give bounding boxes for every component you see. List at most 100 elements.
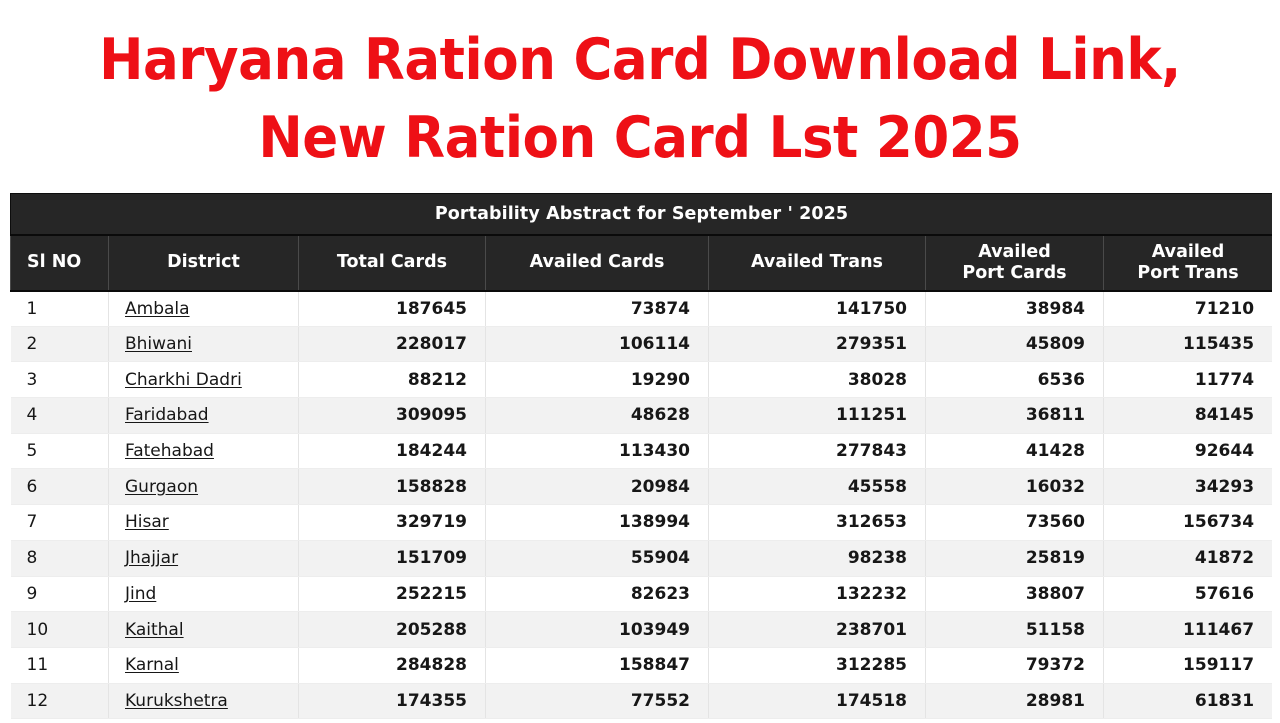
district-link[interactable]: Hisar [125, 512, 169, 533]
cell-availed-trans: 98238 [708, 540, 926, 577]
table-head: Portability Abstract for September ' 202… [10, 193, 1272, 292]
cell-availed-cards: 103949 [485, 611, 709, 648]
cell-district: Hisar [108, 504, 299, 541]
cell-availed-port-cards: 6536 [925, 361, 1104, 399]
district-link[interactable]: Jhajjar [125, 548, 179, 569]
district-link[interactable]: Karnal [125, 655, 179, 676]
cell-availed-trans: 238701 [708, 611, 926, 648]
cell-total-cards: 151709 [298, 540, 486, 577]
table-row: 1 Ambala 187645 73874 141750 38984 71210 [10, 290, 1272, 327]
cell-availed-cards: 73874 [485, 290, 709, 327]
table-header-row: Sl NO District Total Cards Availed Cards… [10, 234, 1272, 292]
cell-availed-port-trans: 34293 [1103, 468, 1272, 506]
cell-total-cards: 174355 [298, 683, 486, 720]
district-link[interactable]: Bhiwani [125, 334, 192, 355]
column-header-availed-port-trans-line2: Port Trans [1137, 262, 1239, 283]
district-link[interactable]: Faridabad [125, 405, 209, 426]
cell-district: Bhiwani [108, 326, 299, 363]
page-title-line-2: New Ration Card Lst 2025 [258, 104, 1022, 171]
cell-availed-port-trans: 71210 [1103, 290, 1272, 327]
column-header-availed-port-cards[interactable]: Availed Port Cards [925, 234, 1104, 292]
cell-total-cards: 205288 [298, 611, 486, 648]
table-row: 2 Bhiwani 228017 106114 279351 45809 115435 [10, 326, 1272, 363]
cell-district: Ambala [108, 290, 299, 327]
district-link[interactable]: Gurgaon [125, 476, 199, 497]
cell-district: Gurgaon [108, 468, 299, 506]
page-title: Haryana Ration Card Download Link, New R… [45, 0, 1235, 177]
cell-total-cards: 284828 [298, 647, 486, 684]
cell-availed-cards: 55904 [485, 540, 709, 577]
cell-availed-cards: 77552 [485, 683, 709, 720]
cell-sl-no: 5 [10, 433, 109, 470]
cell-district: Fatehabad [108, 433, 299, 470]
table-row: 4 Faridabad 309095 48628 111251 36811 84145 [10, 397, 1272, 434]
table-caption: Portability Abstract for September ' 202… [10, 193, 1272, 236]
district-link[interactable]: Kurukshetra [125, 690, 228, 711]
cell-sl-no: 12 [10, 683, 109, 720]
cell-availed-trans: 45558 [708, 468, 926, 506]
cell-availed-cards: 19290 [485, 361, 709, 399]
cell-sl-no: 2 [10, 326, 109, 363]
table-body: 1 Ambala 187645 73874 141750 38984 71210 2 Bhiwa… [10, 290, 1272, 720]
cell-district: Faridabad [108, 397, 299, 434]
cell-district: Charkhi Dadri [108, 361, 299, 399]
cell-availed-port-cards: 51158 [925, 611, 1104, 648]
table-row: 8 Jhajjar 151709 55904 98238 25819 41872 [10, 540, 1272, 577]
district-link[interactable]: Jind [125, 583, 157, 604]
cell-availed-trans: 132232 [708, 576, 926, 613]
district-link[interactable]: Ambala [125, 298, 190, 319]
cell-sl-no: 8 [10, 540, 109, 577]
portability-table-container: Portability Abstract for September ' 202… [10, 193, 1272, 723]
cell-sl-no: 11 [10, 647, 109, 684]
cell-sl-no: 3 [10, 361, 109, 399]
column-header-district[interactable]: District [108, 234, 299, 292]
cell-availed-trans: 277843 [708, 433, 926, 470]
district-link[interactable]: Kaithal [125, 619, 184, 640]
column-header-availed-port-trans[interactable]: Availed Port Trans [1102, 234, 1272, 292]
cell-total-cards: 329719 [298, 504, 486, 541]
cell-availed-cards: 113430 [485, 433, 709, 470]
cell-sl-no: 6 [10, 468, 109, 506]
cell-sl-no: 10 [10, 611, 109, 648]
column-header-availed-trans[interactable]: Availed Trans [708, 234, 926, 292]
district-link[interactable]: Charkhi Dadri [125, 369, 242, 390]
table-row: 5 Fatehabad 184244 113430 277843 41428 92644 [10, 433, 1272, 470]
page-title-line-1: Haryana Ration Card Download Link, [99, 27, 1181, 93]
column-header-total-cards[interactable]: Total Cards [298, 234, 486, 292]
cell-availed-port-trans: 84145 [1103, 397, 1272, 434]
cell-availed-cards: 158847 [485, 647, 709, 684]
district-link[interactable]: Fatehabad [125, 441, 214, 462]
column-header-availed-cards[interactable]: Availed Cards [485, 234, 709, 292]
cell-sl-no: 7 [10, 504, 109, 541]
cell-availed-trans: 312285 [708, 647, 926, 684]
cell-availed-port-trans: 115435 [1103, 326, 1272, 363]
cell-availed-trans: 312653 [708, 504, 926, 541]
cell-availed-cards: 82623 [485, 576, 709, 613]
cell-availed-trans: 279351 [708, 326, 926, 363]
cell-total-cards: 187645 [298, 290, 486, 327]
cell-availed-cards: 48628 [485, 397, 709, 434]
table-row: 3 Charkhi Dadri 88212 19290 38028 6536 11774 [10, 361, 1272, 399]
table-caption-row: Portability Abstract for September ' 202… [10, 193, 1272, 236]
cell-availed-port-trans: 156734 [1103, 504, 1272, 541]
cell-total-cards: 252215 [298, 576, 486, 613]
cell-availed-port-trans: 61831 [1103, 683, 1272, 720]
table-row: 9 Jind 252215 82623 132232 38807 57616 [10, 576, 1272, 613]
cell-availed-port-trans: 11774 [1103, 361, 1272, 399]
table-row: 7 Hisar 329719 138994 312653 73560 156734 [10, 504, 1272, 541]
cell-availed-port-trans: 111467 [1103, 611, 1272, 648]
column-header-availed-port-trans-line1: Availed [1151, 241, 1225, 262]
cell-availed-port-cards: 16032 [925, 468, 1104, 506]
portability-abstract-table: Portability Abstract for September ' 202… [10, 193, 1272, 720]
table-row: 11 Karnal 284828 158847 312285 79372 159117 [10, 647, 1272, 684]
column-header-sl-no[interactable]: Sl NO [10, 234, 109, 292]
cell-availed-port-cards: 38807 [925, 576, 1104, 613]
table-row: 10 Kaithal 205288 103949 238701 51158 111467 [10, 611, 1272, 648]
cell-sl-no: 1 [10, 290, 109, 327]
cell-availed-port-trans: 41872 [1103, 540, 1272, 577]
cell-availed-cards: 20984 [485, 468, 709, 506]
cell-availed-port-cards: 79372 [925, 647, 1104, 684]
cell-availed-port-cards: 45809 [925, 326, 1104, 363]
cell-total-cards: 228017 [298, 326, 486, 363]
column-header-availed-port-cards-line1: Availed [978, 241, 1051, 262]
